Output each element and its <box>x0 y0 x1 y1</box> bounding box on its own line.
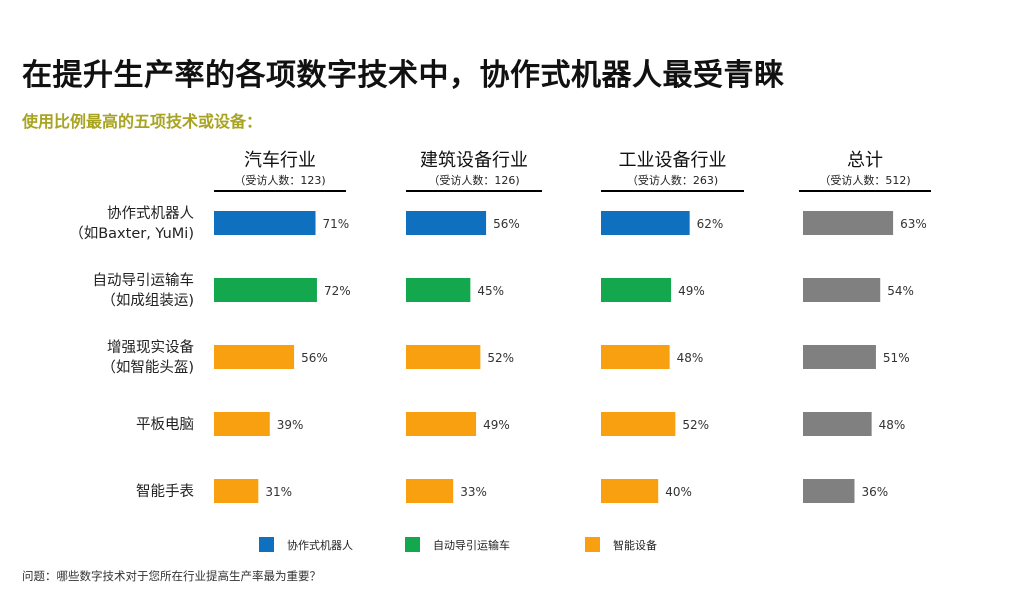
legend-label: 自动导引运输车 <box>433 538 510 552</box>
panel-title: 建筑设备行业 <box>420 150 528 171</box>
bar <box>803 412 872 436</box>
bar <box>601 412 676 436</box>
bar-value-label: 48% <box>677 351 704 365</box>
bar-value-label: 33% <box>460 485 487 499</box>
bar-value-label: 52% <box>487 351 514 365</box>
bar <box>214 211 316 235</box>
bar <box>803 345 876 369</box>
row-label: 协作式机器人 <box>107 205 194 222</box>
row-label: 平板电脑 <box>136 415 194 433</box>
bar-value-label: 71% <box>323 217 350 231</box>
bar-value-label: 45% <box>477 284 504 298</box>
bar <box>803 211 894 235</box>
bar-value-label: 62% <box>697 217 724 231</box>
bar-value-label: 40% <box>665 485 692 499</box>
legend-swatch <box>259 537 274 552</box>
bar <box>214 479 259 503</box>
bar <box>406 345 481 369</box>
bar <box>601 345 670 369</box>
bar <box>601 211 690 235</box>
bar-value-label: 48% <box>879 418 906 432</box>
row-label: 自动导引运输车 <box>93 272 195 289</box>
bar-value-label: 52% <box>682 418 709 432</box>
panel-title: 工业设备行业 <box>619 150 727 171</box>
legend-swatch <box>405 537 420 552</box>
row-label-note: （如智能头盔) <box>101 359 194 376</box>
chart-subtitle: 使用比例最高的五项技术或设备： <box>22 112 263 131</box>
bar-value-label: 49% <box>483 418 510 432</box>
bar <box>214 278 317 302</box>
panel-title: 汽车行业 <box>244 150 316 171</box>
panel-sample-size: （受访人数：263) <box>627 174 718 187</box>
bar <box>601 278 672 302</box>
page-title: 在提升生产率的各项数字技术中，协作式机器人最受青睐 <box>22 58 785 93</box>
bar-value-label: 36% <box>861 485 888 499</box>
bar-value-label: 54% <box>887 284 914 298</box>
bar-value-label: 63% <box>900 217 927 231</box>
bar-value-label: 51% <box>883 351 910 365</box>
row-label: 智能手表 <box>136 483 194 500</box>
bar <box>214 345 295 369</box>
row-label-note: （如Baxter, YuMi) <box>69 225 194 242</box>
bar-value-label: 39% <box>277 418 304 432</box>
bar <box>601 479 659 503</box>
bar <box>406 211 487 235</box>
bar <box>406 479 454 503</box>
panel-sample-size: （受访人数：512) <box>819 174 910 187</box>
legend-label: 协作式机器人 <box>287 538 353 552</box>
footnote-question: 问题：哪些数字技术对于您所在行业提高生产率最为重要？ <box>22 569 321 583</box>
bar-value-label: 72% <box>324 284 351 298</box>
legend-label: 智能设备 <box>613 538 657 552</box>
legend-swatch <box>585 537 600 552</box>
bar-value-label: 56% <box>301 351 328 365</box>
bar <box>406 412 477 436</box>
bar-value-label: 31% <box>265 485 292 499</box>
bar <box>406 278 471 302</box>
bar <box>803 278 881 302</box>
bar <box>803 479 855 503</box>
bar-value-label: 56% <box>493 217 520 231</box>
row-label: 增强现实设备 <box>107 339 194 356</box>
bar <box>214 412 270 436</box>
row-label-note: （如成组装运) <box>101 292 194 309</box>
bar-value-label: 49% <box>678 284 705 298</box>
panel-sample-size: （受访人数：126) <box>428 174 519 187</box>
panel-sample-size: （受访人数：123) <box>234 174 325 187</box>
panel-title: 总计 <box>847 150 883 171</box>
